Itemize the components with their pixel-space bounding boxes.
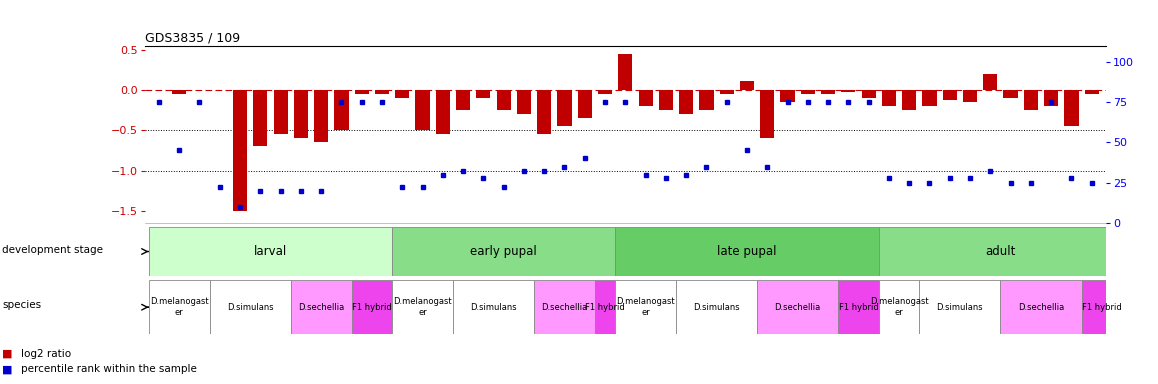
Bar — [395, 90, 410, 98]
Text: larval: larval — [254, 245, 287, 258]
Text: D.sechellia: D.sechellia — [298, 303, 344, 312]
Bar — [618, 54, 632, 90]
Text: ■: ■ — [2, 349, 13, 359]
Bar — [719, 90, 734, 94]
Bar — [983, 74, 997, 90]
Bar — [210, 280, 291, 334]
Bar — [173, 90, 186, 94]
Text: ■: ■ — [2, 364, 13, 374]
Text: species: species — [2, 300, 42, 310]
Text: F1 hybrid: F1 hybrid — [585, 303, 625, 312]
Bar — [963, 90, 977, 102]
Bar — [760, 90, 775, 138]
Text: D.melanogast
er: D.melanogast er — [870, 298, 929, 317]
Text: D.sechellia: D.sechellia — [541, 303, 587, 312]
Bar — [393, 227, 615, 276]
Text: percentile rank within the sample: percentile rank within the sample — [21, 364, 197, 374]
Bar — [943, 90, 957, 100]
Bar — [1024, 90, 1038, 110]
Text: GDS3835 / 109: GDS3835 / 109 — [145, 31, 240, 44]
Text: D.melanogast
er: D.melanogast er — [394, 298, 452, 317]
Bar — [638, 90, 653, 106]
Bar — [841, 90, 856, 92]
Bar — [1064, 90, 1078, 126]
Bar — [1001, 280, 1082, 334]
Bar — [476, 90, 491, 98]
Text: F1 hybrid: F1 hybrid — [1082, 303, 1122, 312]
Bar — [393, 280, 453, 334]
Bar — [879, 280, 919, 334]
Bar — [557, 90, 572, 126]
Bar — [838, 280, 879, 334]
Bar — [233, 90, 247, 211]
Text: D.melanogast
er: D.melanogast er — [616, 298, 675, 317]
Bar — [352, 280, 393, 334]
Text: adult: adult — [985, 245, 1016, 258]
Bar — [679, 90, 694, 114]
Bar — [740, 81, 754, 90]
Bar — [149, 280, 210, 334]
Text: D.sechellia: D.sechellia — [1018, 303, 1064, 312]
Bar — [615, 280, 676, 334]
Bar — [314, 90, 328, 142]
Bar — [335, 90, 349, 131]
Bar — [254, 90, 267, 146]
Bar — [1004, 90, 1018, 98]
Bar — [291, 280, 352, 334]
Bar — [821, 90, 835, 94]
Text: D.simulans: D.simulans — [227, 303, 273, 312]
Bar — [757, 280, 838, 334]
Text: development stage: development stage — [2, 245, 103, 255]
Bar — [578, 90, 592, 118]
Bar — [497, 90, 511, 110]
Bar — [780, 90, 794, 102]
Text: early pupal: early pupal — [470, 245, 537, 258]
Text: D.simulans: D.simulans — [937, 303, 983, 312]
Bar — [800, 90, 815, 94]
Text: F1 hybrid: F1 hybrid — [352, 303, 391, 312]
Bar — [595, 280, 615, 334]
Text: late pupal: late pupal — [717, 245, 777, 258]
Bar — [354, 90, 368, 94]
Bar — [659, 90, 673, 110]
Bar — [676, 280, 757, 334]
Bar — [273, 90, 287, 134]
Bar — [149, 227, 393, 276]
Bar — [615, 227, 879, 276]
Bar — [1082, 280, 1122, 334]
Bar — [879, 227, 1122, 276]
Bar — [456, 90, 470, 110]
Text: log2 ratio: log2 ratio — [21, 349, 71, 359]
Bar — [435, 90, 450, 134]
Text: D.sechellia: D.sechellia — [775, 303, 821, 312]
Bar — [919, 280, 1001, 334]
Bar — [453, 280, 534, 334]
Text: D.simulans: D.simulans — [470, 303, 516, 312]
Bar — [1045, 90, 1058, 106]
Bar — [598, 90, 613, 94]
Bar — [699, 90, 713, 110]
Bar — [516, 90, 532, 114]
Bar — [923, 90, 937, 106]
Bar — [375, 90, 389, 94]
Bar — [862, 90, 875, 98]
Bar — [902, 90, 916, 110]
Bar — [534, 280, 595, 334]
Bar — [882, 90, 896, 106]
Bar — [1085, 90, 1099, 94]
Text: F1 hybrid: F1 hybrid — [838, 303, 879, 312]
Bar — [294, 90, 308, 138]
Bar — [416, 90, 430, 131]
Text: D.simulans: D.simulans — [694, 303, 740, 312]
Text: D.melanogast
er: D.melanogast er — [149, 298, 208, 317]
Bar — [537, 90, 551, 134]
